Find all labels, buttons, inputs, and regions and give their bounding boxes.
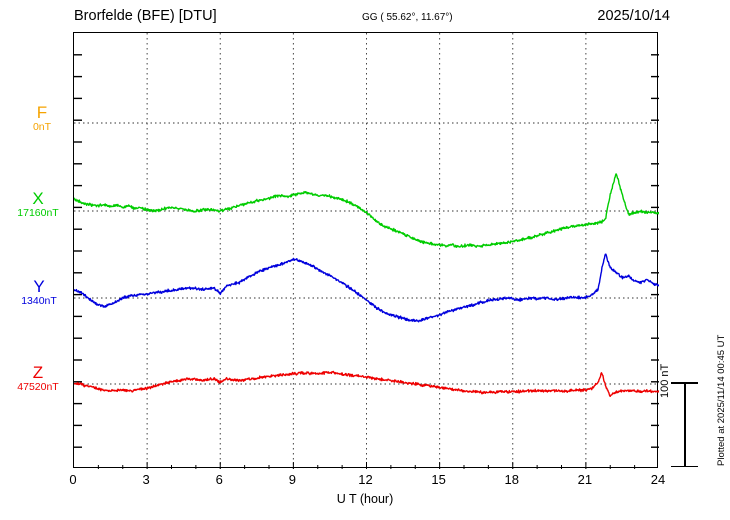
x-tick-label-3: 3 <box>142 472 150 487</box>
trace-X <box>74 173 659 248</box>
station-title: Brorfelde (BFE) [DTU] <box>74 8 217 24</box>
trace-Y <box>74 253 659 323</box>
scale-bar-label: 100 nT <box>659 363 671 398</box>
component-label-Y: Y 1340nT <box>8 278 70 308</box>
component-symbol-X: X <box>32 189 44 208</box>
component-baseline-Y: 1340nT <box>21 295 57 307</box>
plot-frame <box>73 32 659 469</box>
x-tick-label-18: 18 <box>504 472 519 487</box>
component-label-Z: Z 47520nT <box>6 364 70 394</box>
component-baseline-F: 0nT <box>32 121 52 133</box>
component-symbol-Y: Y <box>33 277 45 296</box>
trace-Z <box>74 370 659 397</box>
component-symbol-Z: Z <box>32 363 44 382</box>
scale-bar-bottom-cap <box>671 465 698 467</box>
component-baseline-X: 17160nT <box>17 207 59 219</box>
geographic-coordinates: GG ( 55.62°, 11.67°) <box>362 12 453 23</box>
component-baseline-Z: 47520nT <box>17 381 59 393</box>
plotted-at-timestamp: Plotted at 2025/11/14 00:45 UT <box>716 334 727 466</box>
component-symbol-F: F <box>36 103 48 122</box>
x-tick-label-15: 15 <box>431 472 446 487</box>
x-tick-label-24: 24 <box>650 472 666 487</box>
observation-date: 2025/10/14 <box>597 8 670 24</box>
x-tick-label-6: 6 <box>215 472 223 487</box>
x-tick-label-0: 0 <box>69 472 77 487</box>
component-label-F: F 0nT <box>16 104 68 134</box>
magnetogram-plot <box>74 33 659 469</box>
x-axis-title: U T (hour) <box>336 492 394 506</box>
scale-bar <box>671 382 698 467</box>
scale-bar-top-cap <box>671 382 698 384</box>
component-label-X: X 17160nT <box>6 190 70 220</box>
x-tick-label-21: 21 <box>577 472 593 487</box>
x-tick-label-9: 9 <box>288 472 296 487</box>
x-tick-label-12: 12 <box>358 472 373 487</box>
